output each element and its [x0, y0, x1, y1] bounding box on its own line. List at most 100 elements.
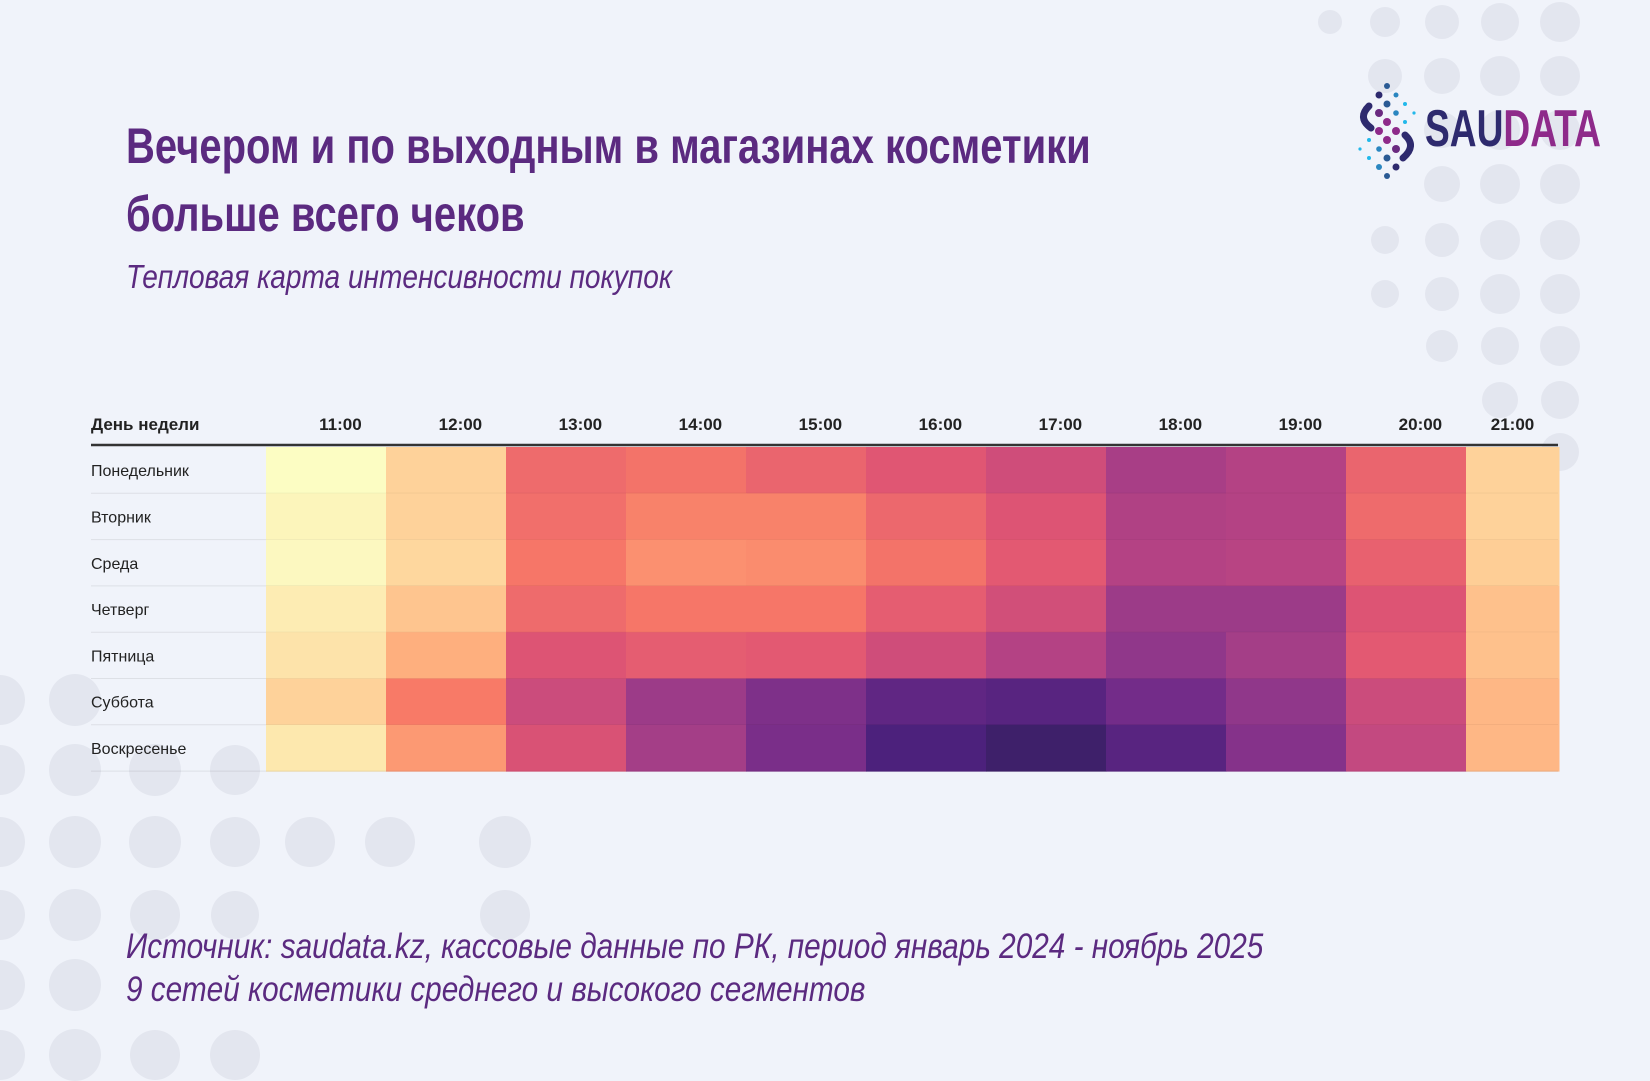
x-tick-label: 13:00	[559, 415, 602, 434]
decor-dot	[365, 817, 415, 867]
y-tick-label: Четверг	[91, 602, 149, 619]
decor-dot	[1370, 7, 1400, 37]
x-tick-label: 17:00	[1039, 415, 1082, 434]
heatmap-cell	[386, 678, 507, 726]
heatmap-cell	[266, 539, 387, 587]
heatmap-cell	[746, 585, 867, 633]
y-tick-label: Воскресенье	[91, 741, 186, 758]
heatmap-cell	[386, 539, 507, 587]
logo-text: SAUDATA	[1425, 100, 1601, 158]
x-tick-label: 12:00	[439, 415, 482, 434]
heatmap-cell	[1466, 493, 1560, 541]
heatmap-cell	[746, 539, 867, 587]
heatmap-cell	[626, 447, 747, 494]
heatmap-cell	[986, 447, 1107, 494]
heatmap-cell	[386, 724, 507, 772]
heatmap-cell	[866, 585, 987, 633]
decor-dot	[210, 1030, 260, 1080]
chart-subtitle: Тепловая карта интенсивности покупок	[126, 258, 673, 295]
chart-title: Вечером и по выходным в магазинах космет…	[126, 112, 1091, 248]
heatmap-cell	[266, 678, 387, 726]
heatmap-cell	[506, 678, 627, 726]
decor-dot	[1540, 2, 1580, 42]
heatmap-cell	[1106, 585, 1227, 633]
heatmap-cell	[1106, 447, 1227, 494]
x-tick-label: 14:00	[679, 415, 722, 434]
logo-mark-icon	[1358, 83, 1416, 179]
heatmap-cell	[1106, 724, 1227, 772]
decor-dot	[49, 816, 101, 868]
decor-dot	[1371, 280, 1399, 308]
title-line-1: Вечером и по выходным в магазинах космет…	[126, 118, 1091, 174]
decor-dot	[1425, 5, 1459, 39]
decor-dot	[1424, 58, 1460, 94]
heatmap-cell	[386, 585, 507, 633]
heatmap-cell	[1346, 539, 1467, 587]
decor-dot	[1424, 166, 1460, 202]
decor-dot	[1540, 110, 1580, 150]
heatmap-cell	[506, 632, 627, 679]
decor-dot	[1482, 382, 1518, 418]
heatmap-cell	[266, 724, 387, 772]
heatmap-cell	[866, 447, 987, 494]
heatmap-cell	[1346, 585, 1467, 633]
decor-dot	[210, 745, 260, 795]
heatmap-cell	[1466, 632, 1560, 679]
x-tick-label: 15:00	[799, 415, 842, 434]
heatmap-cell	[626, 539, 747, 587]
heatmap-cell	[986, 585, 1107, 633]
decor-dot	[479, 816, 531, 868]
x-tick-label: 21:00	[1491, 415, 1534, 434]
source-note: Источник: saudata.kz, кассовые данные по…	[126, 925, 1263, 1011]
decor-dot	[210, 817, 260, 867]
decor-dot	[129, 816, 181, 868]
decor-dot	[1480, 110, 1520, 150]
title-line-2: больше всего чеков	[126, 186, 525, 242]
saudata-logo: SAUDATA	[1358, 83, 1601, 179]
heatmap-cell	[626, 632, 747, 679]
decor-dot	[49, 959, 101, 1011]
row-header-label: День недели	[91, 415, 199, 434]
heatmap-cell	[1226, 724, 1347, 772]
decor-dot	[49, 889, 101, 941]
decor-dot	[1424, 112, 1460, 148]
decor-dot	[1480, 274, 1520, 314]
decor-dot	[49, 744, 101, 796]
heatmap-cell	[266, 447, 387, 494]
decor-dot	[480, 890, 530, 940]
decor-dot	[130, 890, 180, 940]
x-tick-label: 16:00	[919, 415, 962, 434]
heatmap-cell	[866, 724, 987, 772]
decor-dot	[1425, 223, 1459, 257]
decor-dot	[1480, 220, 1520, 260]
decor-dot	[1425, 277, 1459, 311]
decor-dot	[1480, 56, 1520, 96]
x-tick-label: 19:00	[1279, 415, 1322, 434]
decor-dot	[49, 674, 101, 726]
heatmap-cell	[626, 585, 747, 633]
heatmap-cell	[626, 493, 747, 541]
decor-dot	[1480, 164, 1520, 204]
decor-dot	[1426, 330, 1458, 362]
heatmap-cell	[266, 493, 387, 541]
source-line-2: 9 сетей косметики среднего и высокого се…	[126, 970, 866, 1009]
heatmap-cell	[506, 539, 627, 587]
heatmap-cell	[1466, 678, 1560, 726]
heatmap-cell	[506, 447, 627, 494]
heatmap-cell	[746, 678, 867, 726]
heatmap-cell	[1466, 447, 1560, 494]
decor-dot	[1318, 10, 1342, 34]
heatmap-cell	[866, 539, 987, 587]
heatmap-cell	[1226, 447, 1347, 494]
heatmap-cell	[746, 447, 867, 494]
heatmap-cell	[746, 632, 867, 679]
decor-dot	[1481, 3, 1519, 41]
x-tick-label: 18:00	[1159, 415, 1202, 434]
heatmap-cell	[386, 447, 507, 494]
heatmap-cell	[626, 724, 747, 772]
heatmap-cell	[986, 539, 1107, 587]
x-tick-label: 11:00	[319, 415, 362, 434]
heatmap-cell	[1466, 724, 1560, 772]
heatmap-cell	[1106, 493, 1227, 541]
